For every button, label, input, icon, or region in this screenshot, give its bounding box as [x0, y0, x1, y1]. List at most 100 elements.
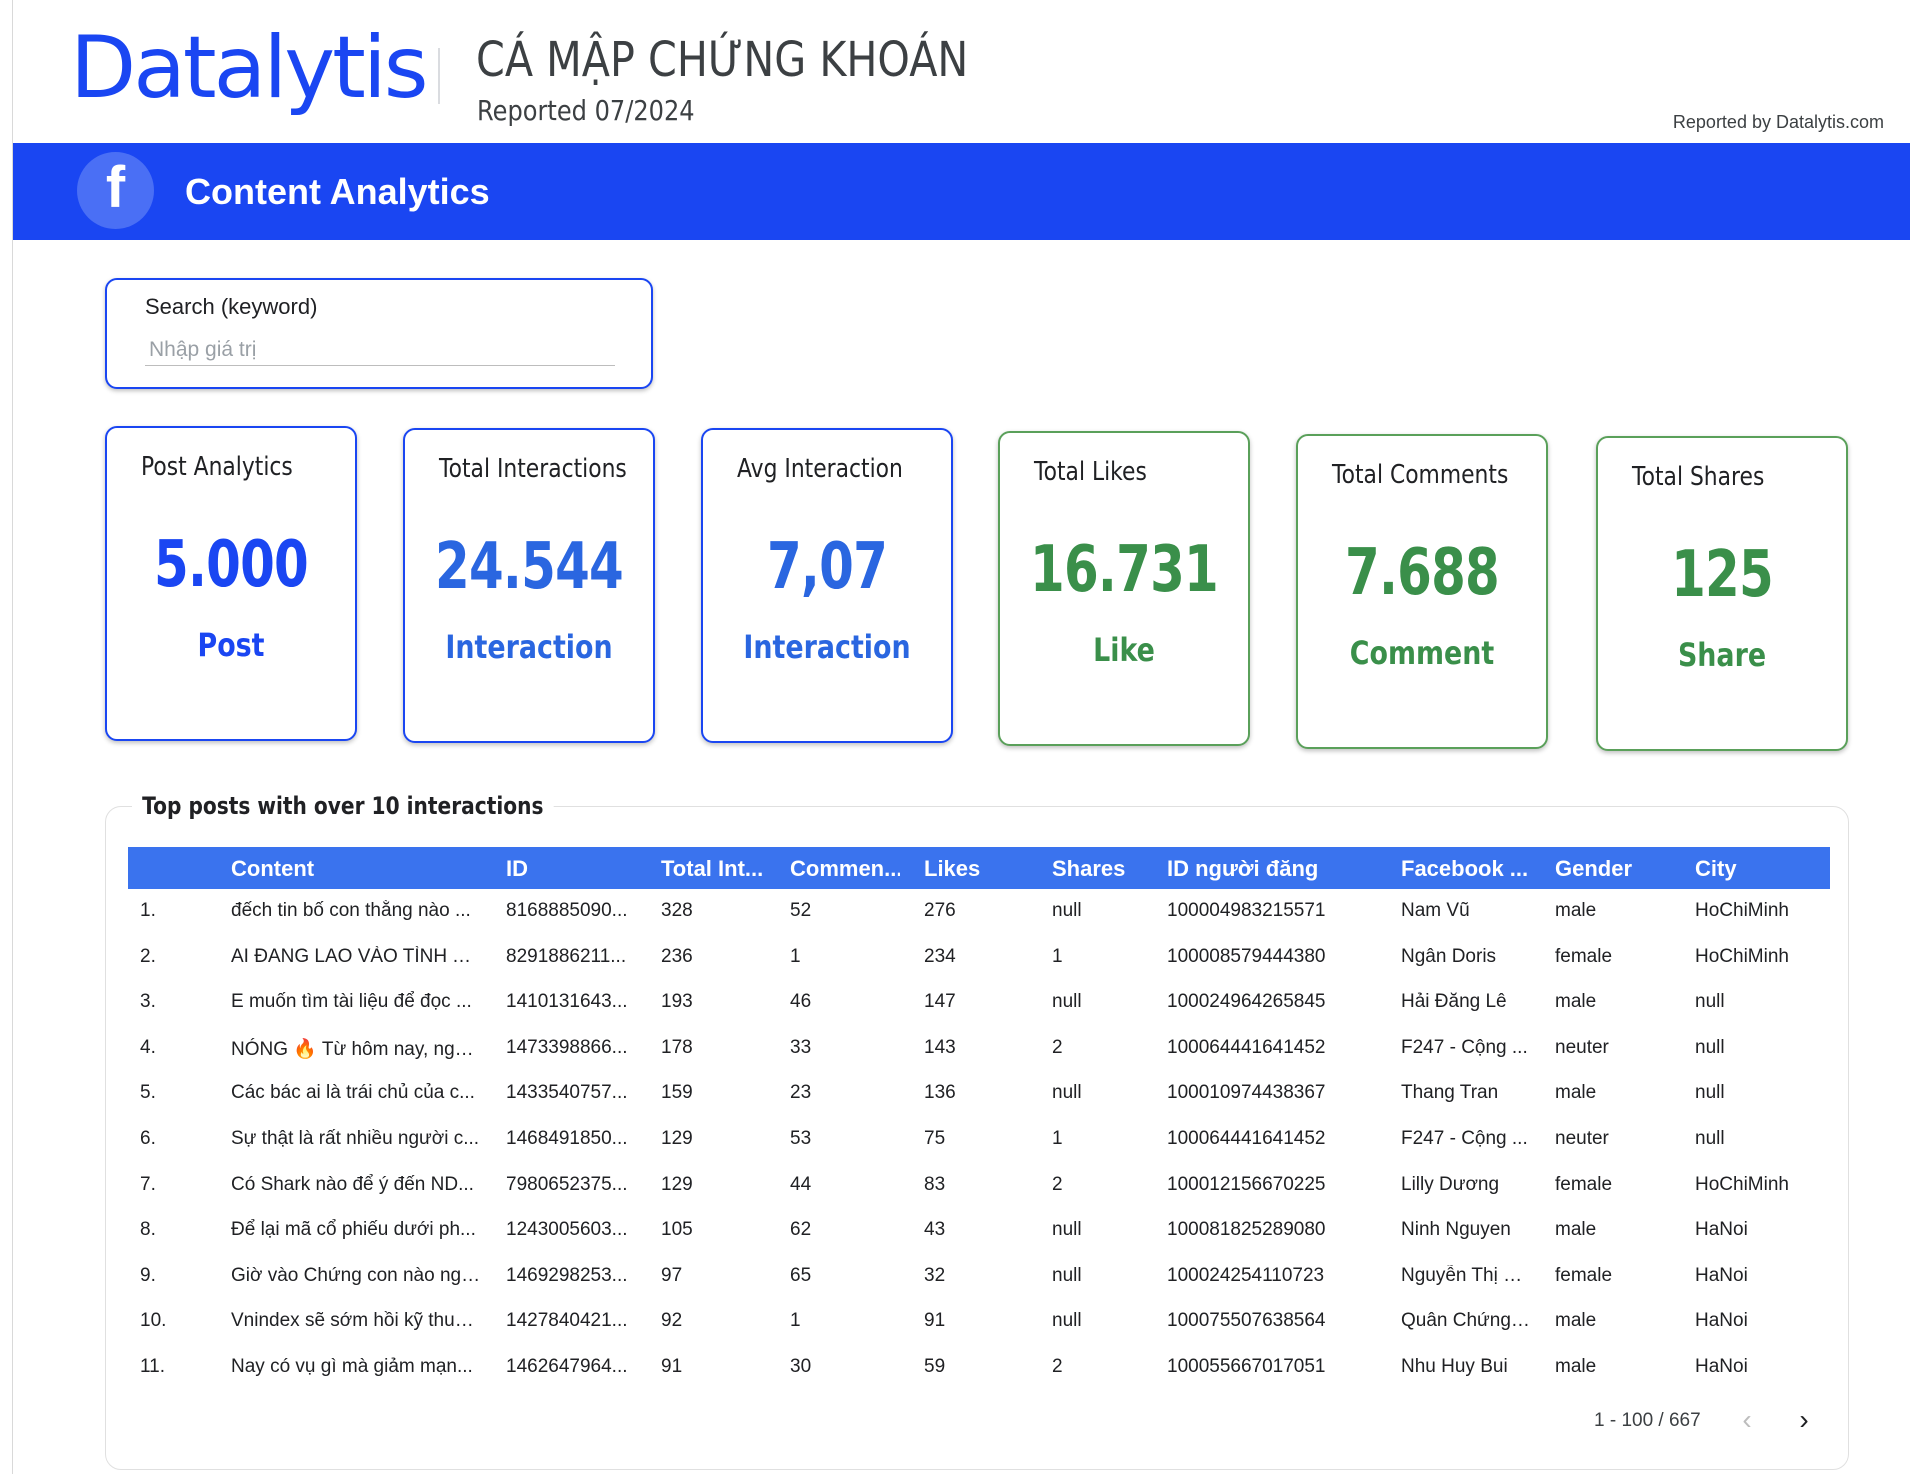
top-posts-panel	[105, 806, 1849, 1470]
card-title: Total Comments	[1332, 460, 1509, 490]
cell-total-interactions: 193	[661, 991, 693, 1013]
cell-gender: female	[1555, 945, 1613, 967]
cell-likes: 83	[924, 1173, 946, 1195]
cell-poster-id: 100024964265845	[1167, 991, 1326, 1013]
cell-city: HaNoi	[1695, 1219, 1748, 1241]
cell-facebook-name: Hải Đăng Lê	[1401, 991, 1507, 1013]
row-number: 2.	[140, 945, 156, 967]
table-row[interactable]: 10. Vnindex sẽ sớm hồi kỹ thuậ... 14278404…	[128, 1299, 1830, 1345]
cell-gender: female	[1555, 1264, 1613, 1286]
cell-comments: 62	[790, 1219, 812, 1241]
cell-content: đếch tin bố con thằng nào ...	[231, 900, 471, 921]
card-value: 16.731	[1030, 533, 1219, 607]
cell-facebook-name: F247 - Cộng ...	[1401, 1128, 1528, 1149]
cell-comments: 52	[790, 900, 812, 921]
card-unit: Interaction	[445, 628, 613, 666]
cell-city: HoChiMinh	[1695, 1173, 1789, 1195]
cell-id: 1410131643...	[506, 991, 628, 1013]
cell-content: Giờ vào Chứng con nào ngo...	[231, 1264, 481, 1286]
cell-id: 8168885090...	[506, 900, 628, 921]
cell-comments: 30	[790, 1356, 812, 1377]
column-header-id[interactable]: ID	[506, 856, 528, 881]
cell-id: 1243005603...	[506, 1219, 628, 1241]
cell-comments: 53	[790, 1128, 812, 1149]
table-row[interactable]: 4. NÓNG 🔥 Từ hôm nay, ngâ... 1473398866...…	[128, 1026, 1830, 1072]
cell-likes: 75	[924, 1128, 946, 1149]
chevron-left-icon[interactable]: ‹	[1742, 1404, 1752, 1435]
cell-gender: male	[1555, 900, 1597, 921]
column-header-content[interactable]: Content	[231, 856, 315, 881]
content-analytics-banner: f Content Analytics	[13, 143, 1910, 240]
cell-gender: male	[1555, 1219, 1597, 1241]
cell-comments: 65	[790, 1264, 812, 1286]
cell-facebook-name: Quân Chứng ...	[1401, 1310, 1531, 1332]
column-header-facebook[interactable]: Facebook ...	[1401, 856, 1529, 881]
cell-total-interactions: 105	[661, 1219, 693, 1241]
card-value: 5.000	[153, 528, 309, 602]
cell-id: 1433540757...	[506, 1082, 628, 1104]
column-header-total-interactions[interactable]: Total Int...	[661, 856, 764, 881]
column-header-gender[interactable]: Gender	[1555, 856, 1633, 881]
table-row[interactable]: 5. Các bác ai là trái chủ của c... 1433540…	[128, 1071, 1830, 1117]
table-row[interactable]: 9. Giờ vào Chứng con nào ngo... 1469298253…	[128, 1254, 1830, 1300]
table-header: Content ID Total Int... Commen... Likes …	[128, 847, 1830, 889]
card-title: Total Interactions	[439, 454, 627, 484]
report-title: CÁ MẬP CHỨNG KHOÁN	[476, 32, 969, 88]
table-row[interactable]: 6. Sự thật là rất nhiều người c... 1468491…	[128, 1117, 1830, 1163]
cell-shares: 2	[1052, 1356, 1063, 1377]
column-header-likes[interactable]: Likes	[924, 856, 981, 881]
column-header-poster-id[interactable]: ID người đăng	[1167, 856, 1319, 881]
cell-comments: 1	[790, 1310, 801, 1332]
table-row[interactable]: 2. AI ĐANG LAO VÀO TÌNH TR... 8291886211..…	[128, 935, 1830, 981]
keyword-search-control: Search (keyword)	[105, 278, 653, 389]
cell-total-interactions: 92	[661, 1310, 683, 1332]
cell-gender: neuter	[1555, 1036, 1609, 1058]
cell-shares: 1	[1052, 945, 1063, 967]
cell-content: Sự thật là rất nhiều người c...	[231, 1128, 480, 1149]
cell-shares: null	[1052, 1310, 1082, 1332]
card-total-likes: Total Likes 16.731 Like	[998, 431, 1250, 746]
cell-content: Các bác ai là trái chủ của c...	[231, 1082, 475, 1104]
column-header-city[interactable]: City	[1695, 856, 1737, 881]
pagination-text: 1 - 100 / 667	[1594, 1410, 1701, 1431]
card-total-interactions: Total Interactions 24.544 Interaction	[403, 428, 655, 743]
cell-gender: male	[1555, 1310, 1597, 1332]
card-total-shares: Total Shares 125 Share	[1596, 436, 1848, 751]
table-row[interactable]: 1. đếch tin bố con thằng nào ... 816888509…	[128, 889, 1830, 935]
column-header-comments[interactable]: Commen...	[790, 856, 900, 881]
table-row[interactable]: 3. E muốn tìm tài liệu để đọc ... 14101316…	[128, 980, 1830, 1026]
cell-facebook-name: F247 - Cộng ...	[1401, 1036, 1528, 1058]
card-title: Avg Interaction	[737, 454, 903, 484]
search-input[interactable]	[145, 334, 615, 366]
cell-shares: 2	[1052, 1173, 1063, 1195]
table-row[interactable]: 8. Để lại mã cổ phiếu dưới ph... 124300560…	[128, 1208, 1830, 1254]
cell-poster-id: 100064441641452	[1167, 1128, 1326, 1149]
datalytis-logo: Datalytis	[70, 18, 429, 118]
cell-id: 1427840421...	[506, 1310, 628, 1332]
card-avg-interaction: Avg Interaction 7,07 Interaction	[701, 428, 953, 743]
table-row[interactable]: 11. Nay có vụ gì mà giảm mạn... 1462647964…	[128, 1345, 1830, 1391]
cell-likes: 276	[924, 900, 956, 921]
cell-city: HoChiMinh	[1695, 945, 1789, 967]
cell-shares: null	[1052, 900, 1082, 921]
cell-total-interactions: 97	[661, 1264, 683, 1286]
card-value: 7.688	[1344, 536, 1500, 610]
cell-likes: 143	[924, 1036, 956, 1058]
cell-id: 8291886211...	[506, 945, 627, 967]
cell-city: null	[1695, 1082, 1725, 1104]
row-number: 4.	[140, 1036, 156, 1058]
cell-city: HaNoi	[1695, 1264, 1748, 1286]
facebook-icon: f	[77, 152, 154, 229]
cell-city: HaNoi	[1695, 1310, 1748, 1332]
cell-facebook-name: Nguyễn Thị B...	[1401, 1264, 1531, 1286]
cell-facebook-name: Ngân Doris	[1401, 945, 1497, 967]
chevron-right-icon[interactable]: ›	[1799, 1404, 1809, 1435]
card-unit: Interaction	[743, 628, 911, 666]
cell-likes: 43	[924, 1219, 946, 1241]
cell-content: NÓNG 🔥 Từ hôm nay, ngâ...	[231, 1038, 481, 1060]
report-subtitle: Reported 07/2024	[477, 94, 695, 127]
cell-shares: 2	[1052, 1036, 1063, 1058]
column-header-shares[interactable]: Shares	[1052, 856, 1126, 881]
cell-gender: female	[1555, 1173, 1613, 1195]
table-row[interactable]: 7. Có Shark nào để ý đến ND... 7980652375.…	[128, 1163, 1830, 1209]
